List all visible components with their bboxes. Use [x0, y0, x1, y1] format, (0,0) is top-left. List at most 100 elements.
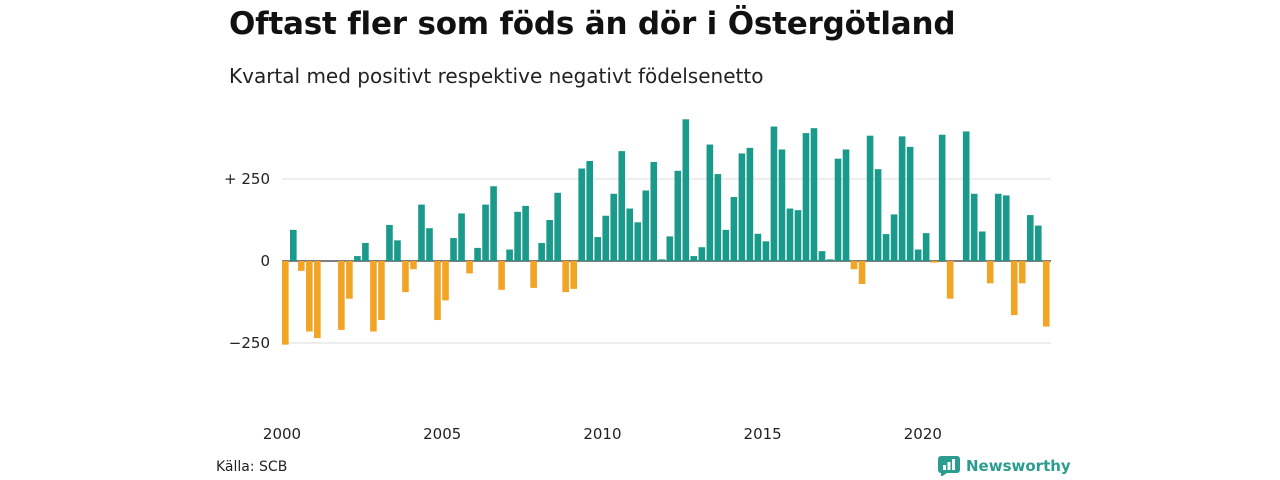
bar	[890, 214, 898, 261]
x-tick-label: 2015	[744, 425, 782, 443]
bar	[874, 169, 882, 261]
bar	[426, 228, 433, 261]
x-tick-label: 2010	[583, 425, 621, 443]
bar	[826, 259, 834, 261]
bar	[530, 261, 537, 288]
bar	[786, 208, 794, 261]
bar	[522, 205, 529, 261]
bar	[546, 220, 553, 261]
bar	[842, 149, 850, 261]
bar	[586, 160, 594, 261]
bar	[658, 259, 666, 261]
bar	[602, 215, 610, 261]
bar	[682, 119, 690, 261]
bar	[386, 224, 393, 261]
brand-name: Newsworthy	[966, 457, 1071, 475]
bar	[1018, 261, 1026, 284]
bar	[1010, 261, 1018, 316]
bar	[1042, 261, 1050, 327]
bar	[866, 135, 874, 261]
bar	[690, 256, 698, 261]
bar	[474, 247, 481, 261]
chart-title: Oftast fler som föds än dör i Östergötla…	[229, 6, 956, 42]
bar	[298, 261, 305, 271]
bar	[314, 261, 321, 339]
bar	[346, 261, 353, 299]
bar	[514, 211, 521, 261]
bar	[1034, 225, 1042, 261]
bar	[706, 144, 714, 261]
bar	[642, 190, 650, 261]
bar	[778, 149, 786, 261]
bar	[762, 241, 770, 261]
bar	[458, 213, 465, 261]
bar	[714, 174, 722, 261]
bar	[634, 222, 642, 261]
bar	[850, 261, 858, 270]
x-tick-label: 2005	[423, 425, 461, 443]
bar	[650, 161, 658, 261]
bar	[754, 233, 762, 261]
y-tick-label: −250	[229, 334, 270, 352]
bar	[370, 261, 377, 332]
bar	[410, 261, 417, 270]
bar	[938, 134, 946, 261]
bar	[858, 261, 866, 284]
bar	[418, 204, 425, 261]
y-tick-label: 0	[260, 252, 270, 270]
bar	[802, 133, 810, 261]
bar	[978, 231, 986, 261]
bar	[506, 249, 513, 261]
bar	[970, 193, 978, 261]
chart-subtitle: Kvartal med positivt respektive negativt…	[229, 64, 764, 88]
source-label: Källa: SCB	[216, 459, 288, 475]
bar	[1002, 195, 1010, 261]
bar	[498, 261, 505, 290]
bar	[906, 146, 914, 261]
bar	[770, 126, 778, 262]
bar	[402, 261, 409, 293]
bar	[378, 261, 385, 321]
bar	[562, 261, 569, 293]
bar	[490, 186, 497, 261]
bar	[362, 242, 369, 261]
bar	[290, 229, 297, 261]
x-tick-label: 2020	[904, 425, 942, 443]
bar	[722, 229, 730, 261]
bar	[962, 131, 970, 261]
bar	[986, 261, 994, 284]
bar	[626, 208, 634, 261]
bar	[794, 210, 802, 261]
brand-logo: Newsworthy	[938, 456, 1071, 476]
bar	[730, 197, 738, 261]
bar	[882, 234, 890, 261]
bar	[930, 261, 938, 263]
bar	[1026, 215, 1034, 261]
bar	[738, 153, 746, 261]
x-tick-label: 2000	[263, 425, 301, 443]
bar	[306, 261, 313, 332]
bar	[746, 147, 754, 261]
bar	[578, 168, 585, 261]
bar	[914, 249, 922, 261]
bar	[338, 261, 345, 330]
bar	[282, 261, 289, 345]
bar	[482, 204, 489, 261]
bar	[674, 170, 682, 261]
bar	[466, 261, 473, 274]
bar	[946, 261, 954, 299]
bar	[554, 192, 561, 261]
bar	[698, 247, 706, 261]
bar	[450, 238, 457, 261]
bar	[570, 261, 577, 289]
bar	[666, 236, 674, 261]
newsworthy-logo-icon	[938, 456, 960, 476]
bar	[618, 151, 626, 261]
bar	[434, 261, 441, 321]
bar	[818, 251, 826, 261]
bar	[898, 136, 906, 261]
bar	[834, 158, 842, 261]
bar	[538, 242, 545, 261]
bar	[442, 261, 449, 301]
